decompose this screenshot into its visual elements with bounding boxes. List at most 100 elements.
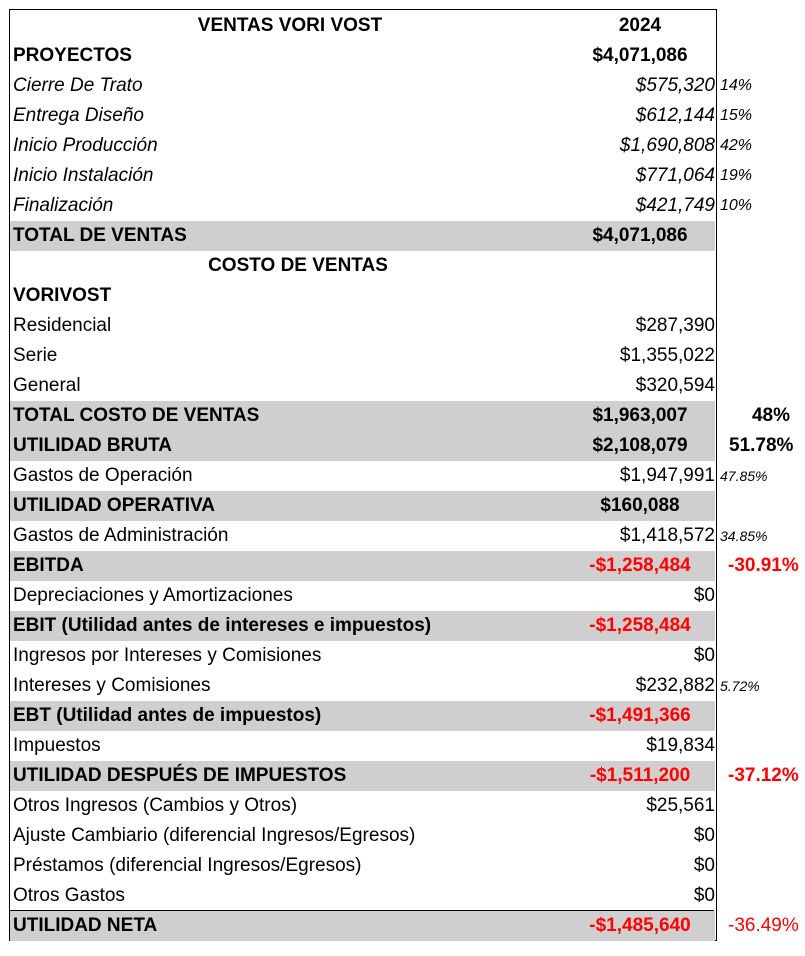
- stage-pct: 15%: [720, 107, 753, 124]
- gastos-admin-label: Gastos de Administración: [13, 525, 229, 546]
- intereses-pct: 5.72%: [720, 678, 760, 694]
- stage-amount: $612,144: [635, 105, 715, 126]
- depreciaciones-row: Depreciaciones y Amortizaciones $0: [10, 581, 802, 611]
- year-header: 2024: [618, 15, 662, 36]
- stage-label: Entrega Diseño: [13, 105, 144, 126]
- utilidad-neta-pct: -36.49%: [728, 915, 799, 936]
- utilidad-operativa-label: UTILIDAD OPERATIVA: [13, 495, 215, 516]
- stage-pct: 19%: [720, 167, 753, 184]
- vorivost-label: VORIVOST: [13, 285, 112, 306]
- utilidad-neta-label: UTILIDAD NETA: [13, 915, 158, 936]
- stage-pct: 10%: [720, 197, 753, 214]
- table-row: Entrega Diseño $612,144 15%: [10, 101, 802, 131]
- total-costo-amount: $1,963,007: [592, 405, 688, 426]
- utilidad-neta-amount: -$1,485,640: [589, 915, 691, 936]
- otros-gastos-row: Otros Gastos $0: [10, 881, 802, 911]
- stage-pct: 42%: [720, 137, 753, 154]
- ebt-row: EBT (Utilidad antes de impuestos) -$1,49…: [10, 701, 802, 731]
- total-costo-row: TOTAL COSTO DE VENTAS $1,963,007 48%: [10, 401, 802, 431]
- proyectos-amount: $4,071,086: [592, 45, 688, 66]
- utilidad-bruta-amount: $2,108,079: [592, 435, 688, 456]
- costo-label: General: [13, 375, 81, 396]
- total-ventas-label: TOTAL DE VENTAS: [13, 225, 187, 246]
- costo-amount: $287,390: [635, 315, 715, 336]
- ingresos-intereses-label: Ingresos por Intereses y Comisiones: [13, 645, 322, 666]
- stage-label: Cierre De Trato: [13, 75, 143, 96]
- separator-line: [9, 910, 714, 911]
- ingresos-intereses-amount: $0: [693, 645, 715, 666]
- gastos-admin-row: Gastos de Administración $1,418,572 34.8…: [10, 521, 802, 551]
- gastos-operacion-row: Gastos de Operación $1,947,991 47.85%: [10, 461, 802, 491]
- gastos-operacion-amount: $1,947,991: [619, 465, 715, 486]
- row-shading: [10, 761, 715, 791]
- ajuste-cambiario-row: Ajuste Cambiario (diferencial Ingresos/E…: [10, 821, 802, 851]
- table-row: Inicio Producción $1,690,808 42%: [10, 131, 802, 161]
- stage-label: Inicio Instalación: [13, 165, 154, 186]
- stage-label: Finalización: [13, 195, 114, 216]
- total-ventas-row: TOTAL DE VENTAS $4,071,086: [10, 221, 802, 251]
- stage-amount: $1,690,808: [619, 135, 715, 156]
- report-title: VENTAS VORI VOST: [197, 15, 383, 36]
- intereses-label: Intereses y Comisiones: [13, 675, 211, 696]
- ingresos-intereses-row: Ingresos por Intereses y Comisiones $0: [10, 641, 802, 671]
- stage-amount: $575,320: [635, 75, 715, 96]
- ebitda-amount: -$1,258,484: [589, 555, 691, 576]
- table-row: General $320,594: [10, 371, 802, 401]
- prestamos-label: Préstamos (diferencial Ingresos/Egresos): [13, 855, 362, 876]
- gastos-operacion-label: Gastos de Operación: [13, 465, 193, 486]
- prestamos-amount: $0: [693, 855, 715, 876]
- ebit-amount: -$1,258,484: [589, 615, 691, 636]
- utilidad-neta-row: UTILIDAD NETA -$1,485,640 -36.49%: [10, 911, 802, 941]
- row-shading: [10, 611, 715, 641]
- otros-gastos-label: Otros Gastos: [13, 885, 125, 906]
- stage-amount: $421,749: [635, 195, 715, 216]
- utilidad-operativa-row: UTILIDAD OPERATIVA $160,088: [10, 491, 802, 521]
- utilidad-despues-pct: -37.12%: [728, 765, 799, 786]
- gastos-admin-pct: 34.85%: [720, 528, 768, 544]
- table-row: Cierre De Trato $575,320 14%: [10, 71, 802, 101]
- intereses-row: Intereses y Comisiones $232,882 5.72%: [10, 671, 802, 701]
- proyectos-row: PROYECTOS $4,071,086: [10, 41, 802, 71]
- row-shading: [10, 701, 715, 731]
- row-shading: [10, 431, 715, 461]
- row-shading: [10, 491, 715, 521]
- depreciaciones-label: Depreciaciones y Amortizaciones: [13, 585, 293, 606]
- stage-amount: $771,064: [635, 165, 715, 186]
- costo-amount: $1,355,022: [619, 345, 715, 366]
- utilidad-despues-label: UTILIDAD DESPUÉS DE IMPUESTOS: [13, 765, 347, 786]
- table-row: Inicio Instalación $771,064 19%: [10, 161, 802, 191]
- otros-gastos-amount: $0: [693, 885, 715, 906]
- row-shading: [10, 221, 715, 251]
- stage-label: Inicio Producción: [13, 135, 158, 156]
- utilidad-operativa-amount: $160,088: [600, 495, 680, 516]
- ebitda-pct: -30.91%: [728, 555, 799, 576]
- ebt-amount: -$1,491,366: [589, 705, 691, 726]
- costo-amount: $320,594: [635, 375, 715, 396]
- costo-ventas-header: COSTO DE VENTAS: [208, 255, 388, 276]
- row-shading: [10, 401, 715, 431]
- table-row: Finalización $421,749 10%: [10, 191, 802, 221]
- costo-label: Residencial: [13, 315, 112, 336]
- proyectos-label: PROYECTOS: [13, 45, 132, 66]
- costo-label: Serie: [13, 345, 58, 366]
- costo-header-row: COSTO DE VENTAS: [10, 251, 802, 281]
- utilidad-despues-amount: -$1,511,200: [589, 765, 691, 786]
- ebitda-label: EBITDA: [13, 555, 84, 576]
- utilidad-bruta-pct: 51.78%: [729, 435, 794, 456]
- impuestos-label: Impuestos: [13, 735, 101, 756]
- table-row: Serie $1,355,022: [10, 341, 802, 371]
- impuestos-amount: $19,834: [646, 735, 715, 756]
- impuestos-row: Impuestos $19,834: [10, 731, 802, 761]
- stage-pct: 14%: [720, 77, 753, 94]
- row-shading: [10, 551, 715, 581]
- otros-ingresos-amount: $25,561: [646, 795, 715, 816]
- total-ventas-amount: $4,071,086: [592, 225, 688, 246]
- ebit-row: EBIT (Utilidad antes de intereses e impu…: [10, 611, 802, 641]
- ajuste-cambiario-label: Ajuste Cambiario (diferencial Ingresos/E…: [13, 825, 416, 846]
- table-row: Residencial $287,390: [10, 311, 802, 341]
- ebt-label: EBT (Utilidad antes de impuestos): [13, 705, 322, 726]
- utilidad-bruta-row: UTILIDAD BRUTA $2,108,079 51.78%: [10, 431, 802, 461]
- vorivost-row: VORIVOST: [10, 281, 802, 311]
- utilidad-bruta-label: UTILIDAD BRUTA: [13, 435, 173, 456]
- gastos-operacion-pct: 47.85%: [720, 468, 768, 484]
